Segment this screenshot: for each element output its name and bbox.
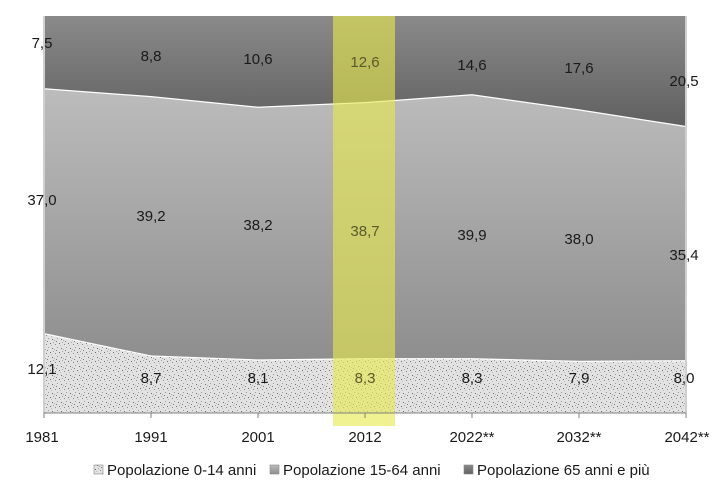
legend-label: Popolazione 65 anni e più (477, 462, 650, 479)
x-tick-label: 1991 (134, 429, 167, 446)
data-label: 7,9 (569, 370, 590, 387)
legend: Popolazione 0-14 anni Popolazione 15-64 a… (93, 462, 650, 479)
data-label: 38,2 (243, 217, 272, 234)
data-label: 14,6 (457, 57, 486, 74)
data-label: 12,6 (350, 54, 379, 71)
data-label-layer: 12,1 8,7 8,1 8,3 8,3 7,9 8,0 37,0 39,2 38,2 38,7 39… (27, 35, 698, 387)
highlight-band-2012 (333, 16, 395, 426)
x-tick-label: 2012 (348, 429, 381, 446)
data-label: 20,5 (669, 73, 698, 90)
legend-swatch (269, 464, 280, 475)
x-tick-label: 2042** (664, 429, 709, 446)
data-label: 17,6 (564, 60, 593, 77)
x-tick-label: 2032** (556, 429, 601, 446)
data-label: 7,5 (32, 35, 53, 52)
x-tick-label: 2001 (241, 429, 274, 446)
data-label: 8,1 (248, 370, 269, 387)
x-tick-label: 2022** (449, 429, 494, 446)
data-label: 12,1 (27, 361, 56, 378)
data-label: 8,8 (141, 48, 162, 65)
data-label: 37,0 (27, 192, 56, 209)
data-label: 8,0 (674, 370, 695, 387)
data-label: 35,4 (669, 247, 698, 264)
data-label: 38,0 (564, 231, 593, 248)
data-label: 8,3 (462, 370, 483, 387)
data-label: 39,9 (457, 227, 486, 244)
x-tick-label: 1981 (25, 429, 58, 446)
legend-swatch (463, 464, 474, 475)
data-label: 8,7 (141, 370, 162, 387)
data-label: 39,2 (136, 208, 165, 225)
legend-label: Popolazione 0-14 anni (107, 462, 256, 479)
legend-label: Popolazione 15-64 anni (283, 462, 441, 479)
legend-swatch (93, 464, 104, 475)
data-label: 10,6 (243, 51, 272, 68)
data-label: 38,7 (350, 223, 379, 240)
highlight-layer (333, 16, 395, 426)
x-axis: 1981 1991 2001 2012 2022** 2032** 2042** (25, 412, 710, 446)
data-label: 8,3 (355, 370, 376, 387)
